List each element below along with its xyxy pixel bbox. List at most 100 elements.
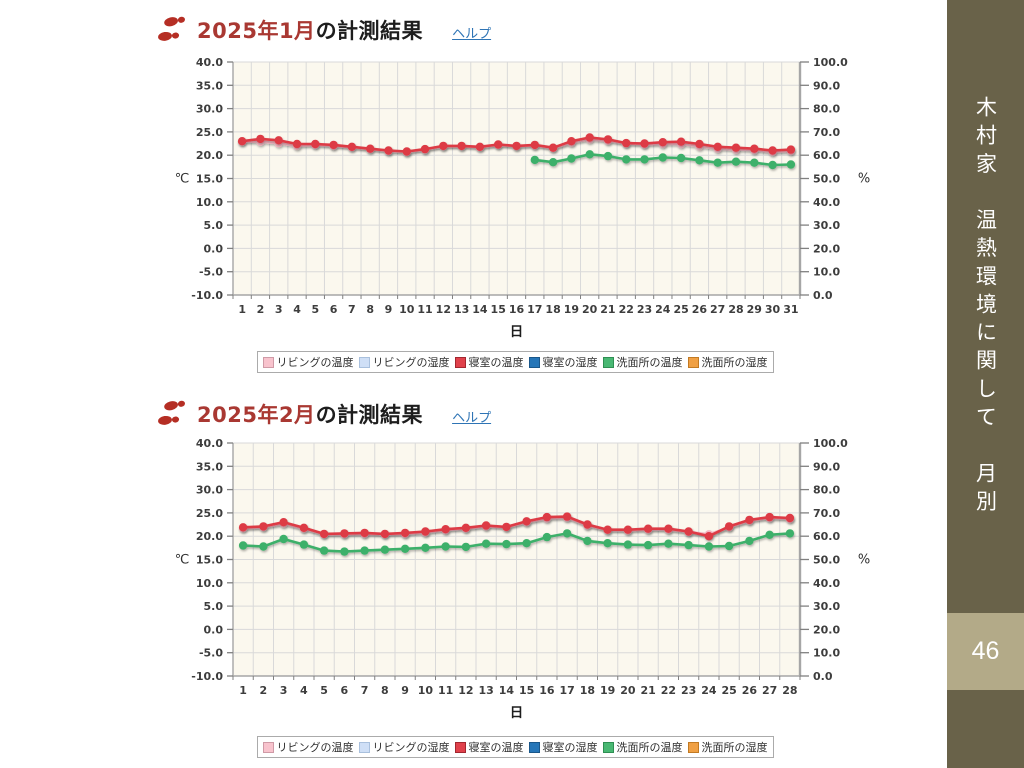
svg-text:%: % xyxy=(858,172,870,187)
svg-text:22: 22 xyxy=(661,684,676,697)
svg-text:-10.0: -10.0 xyxy=(191,289,223,302)
svg-text:60.0: 60.0 xyxy=(813,149,840,162)
svg-text:0.0: 0.0 xyxy=(813,289,833,302)
svg-text:26: 26 xyxy=(742,684,758,697)
legend-label: リビングの湿度 xyxy=(372,741,450,754)
svg-text:5.0: 5.0 xyxy=(204,219,224,232)
help-link[interactable]: ヘルプ xyxy=(452,410,492,426)
svg-text:23: 23 xyxy=(681,684,696,697)
svg-text:14: 14 xyxy=(472,303,488,316)
page-number: 46 xyxy=(971,637,1000,665)
help-link[interactable]: ヘルプ xyxy=(452,26,492,42)
legend-item: 寝室の温度 xyxy=(454,739,524,755)
svg-text:70.0: 70.0 xyxy=(813,126,840,139)
january-chart-legend: リビングの温度 リビングの湿度 寝室の温度 寝室の湿度 洗面所の温度 洗面所の湿度 xyxy=(160,351,870,373)
svg-text:5: 5 xyxy=(311,303,319,316)
svg-text:24: 24 xyxy=(655,303,671,316)
svg-text:15: 15 xyxy=(519,684,534,697)
svg-text:30: 30 xyxy=(765,303,781,316)
legend-item: 洗面所の温度 xyxy=(602,739,683,755)
february-chart: -10.0-5.00.05.010.015.020.025.030.035.04… xyxy=(175,437,870,721)
legend-item: リビングの温度 xyxy=(262,739,354,755)
legend-swatch xyxy=(454,741,466,753)
svg-text:2: 2 xyxy=(257,303,265,316)
svg-text:80.0: 80.0 xyxy=(813,103,840,116)
svg-text:2: 2 xyxy=(260,684,268,697)
svg-text:25.0: 25.0 xyxy=(196,126,223,139)
svg-text:℃: ℃ xyxy=(175,172,190,187)
chart-title-text: 2025年1月の計測結果 xyxy=(197,15,423,45)
svg-text:%: % xyxy=(858,553,870,568)
svg-text:10.0: 10.0 xyxy=(196,577,223,590)
svg-text:5.0: 5.0 xyxy=(204,600,224,613)
legend-label: 洗面所の温度 xyxy=(616,356,683,369)
svg-text:40.0: 40.0 xyxy=(813,577,840,590)
legend-item: 寝室の湿度 xyxy=(528,354,598,370)
svg-text:27: 27 xyxy=(762,684,777,697)
svg-text:23: 23 xyxy=(637,303,652,316)
slide-vertical-title: 木村家 温熱環境に関して 月別 xyxy=(973,96,998,519)
svg-text:20.0: 20.0 xyxy=(813,623,840,636)
svg-text:16: 16 xyxy=(509,303,525,316)
legend-swatch xyxy=(528,741,540,753)
svg-text:7: 7 xyxy=(361,684,369,697)
legend-item: 洗面所の湿度 xyxy=(687,354,768,370)
svg-text:21: 21 xyxy=(600,303,615,316)
svg-text:20.0: 20.0 xyxy=(813,242,840,255)
svg-text:8: 8 xyxy=(366,303,374,316)
svg-text:35.0: 35.0 xyxy=(196,79,223,92)
svg-text:4: 4 xyxy=(293,303,301,316)
svg-text:90.0: 90.0 xyxy=(813,460,840,473)
svg-text:7: 7 xyxy=(348,303,356,316)
svg-text:11: 11 xyxy=(438,684,453,697)
title-rest: の計測結果 xyxy=(315,403,424,427)
chart-legend-box: リビングの温度 リビングの湿度 寝室の温度 寝室の湿度 洗面所の温度 洗面所の湿度 xyxy=(256,736,774,758)
svg-text:14: 14 xyxy=(499,684,515,697)
svg-text:28: 28 xyxy=(782,684,797,697)
svg-text:40.0: 40.0 xyxy=(196,437,223,450)
svg-text:40.0: 40.0 xyxy=(813,196,840,209)
legend-swatch xyxy=(687,741,699,753)
svg-text:10: 10 xyxy=(399,303,415,316)
svg-text:-10.0: -10.0 xyxy=(191,670,223,683)
legend-label: リビングの湿度 xyxy=(372,356,450,369)
svg-text:30.0: 30.0 xyxy=(813,219,840,232)
svg-text:20: 20 xyxy=(620,684,636,697)
svg-text:0.0: 0.0 xyxy=(813,670,833,683)
svg-text:13: 13 xyxy=(454,303,469,316)
january-chart: -10.0-5.00.05.010.015.020.025.030.035.04… xyxy=(175,56,870,340)
legend-swatch xyxy=(262,741,274,753)
title-month: 2025年2月 xyxy=(197,403,316,427)
svg-text:10.0: 10.0 xyxy=(813,266,840,279)
svg-text:35.0: 35.0 xyxy=(196,460,223,473)
svg-text:18: 18 xyxy=(545,303,560,316)
svg-text:19: 19 xyxy=(564,303,579,316)
svg-text:25: 25 xyxy=(673,303,688,316)
svg-text:20: 20 xyxy=(582,303,598,316)
legend-label: 洗面所の湿度 xyxy=(701,741,768,754)
svg-text:100.0: 100.0 xyxy=(813,437,848,450)
svg-text:3: 3 xyxy=(275,303,283,316)
legend-item: 寝室の温度 xyxy=(454,354,524,370)
svg-text:12: 12 xyxy=(458,684,473,697)
svg-text:20.0: 20.0 xyxy=(196,530,223,543)
svg-text:10.0: 10.0 xyxy=(813,647,840,660)
svg-text:19: 19 xyxy=(600,684,615,697)
svg-text:1: 1 xyxy=(238,303,246,316)
legend-item: リビングの湿度 xyxy=(358,739,450,755)
svg-text:40.0: 40.0 xyxy=(196,56,223,69)
svg-text:21: 21 xyxy=(640,684,655,697)
page-number-band: 46 xyxy=(947,613,1024,690)
svg-text:1: 1 xyxy=(239,684,247,697)
legend-item: 洗面所の湿度 xyxy=(687,739,768,755)
chart-title-text: 2025年2月の計測結果 xyxy=(197,399,423,429)
february-chart-legend: リビングの温度 リビングの湿度 寝室の温度 寝室の湿度 洗面所の温度 洗面所の湿度 xyxy=(160,736,870,758)
svg-text:16: 16 xyxy=(539,684,555,697)
svg-text:0.0: 0.0 xyxy=(204,242,224,255)
footsteps-icon xyxy=(158,16,185,41)
svg-text:17: 17 xyxy=(527,303,542,316)
sidebar: 木村家 温熱環境に関して 月別 46 xyxy=(947,0,1024,768)
svg-text:日: 日 xyxy=(510,705,524,721)
svg-text:10: 10 xyxy=(418,684,434,697)
svg-text:70.0: 70.0 xyxy=(813,507,840,520)
